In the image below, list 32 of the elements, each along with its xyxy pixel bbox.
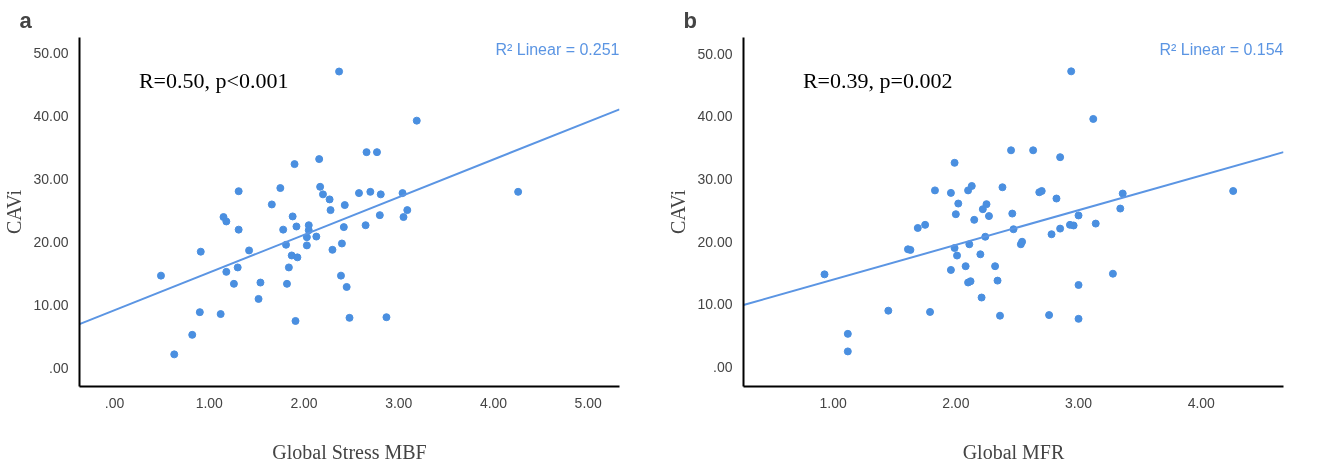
annotation: R² Linear = 0.251 (495, 41, 620, 59)
y-tick-label: 10.00 (33, 297, 69, 314)
y-tick-label: .00 (49, 360, 69, 377)
chart-title: a (19, 7, 33, 33)
y-tick-label: 20.00 (33, 234, 69, 251)
annotation: R=0.39, p=0.002 (802, 68, 953, 94)
x-axis-title: Global MFR (962, 440, 1065, 463)
y-tick-label: 50.00 (697, 45, 733, 62)
y-tick-label: 30.00 (33, 171, 69, 188)
chart-title: b (683, 7, 697, 33)
y-tick-label: 10.00 (697, 296, 733, 313)
x-tick-label: 2.00 (290, 394, 318, 411)
x-tick-label: 3.00 (385, 394, 413, 411)
y-tick-label: 20.00 (697, 233, 733, 250)
y-tick-label: 50.00 (33, 45, 69, 62)
y-axis-title: CAVi (3, 189, 26, 234)
x-tick-label: 4.00 (1187, 394, 1216, 411)
x-tick-label: 1.00 (819, 394, 847, 411)
x-tick-label: .00 (104, 394, 125, 411)
x-tick-label: 4.00 (479, 394, 508, 411)
x-tick-label: 3.00 (1064, 394, 1093, 411)
annotation: R=0.50, p<0.001 (138, 68, 289, 94)
x-tick-label: 2.00 (942, 394, 970, 411)
x-axis-title: Global Stress MBF (272, 440, 427, 463)
y-tick-label: 40.00 (33, 108, 69, 125)
y-axis-title: CAVi (667, 189, 690, 234)
y-tick-label: 40.00 (697, 108, 733, 125)
x-tick-label: 5.00 (574, 394, 603, 411)
annotation: R² Linear = 0.154 (1159, 41, 1284, 59)
y-tick-label: 30.00 (697, 171, 733, 188)
y-tick-label: .00 (713, 359, 733, 376)
x-tick-label: 1.00 (195, 394, 224, 411)
